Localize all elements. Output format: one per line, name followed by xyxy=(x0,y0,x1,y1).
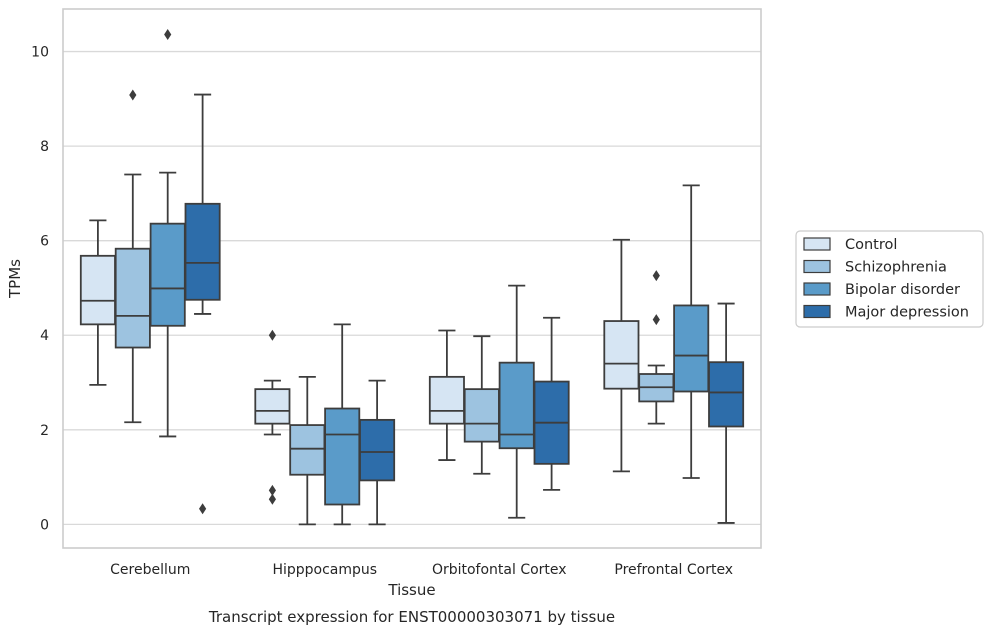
legend-label: Schizophrenia xyxy=(845,260,947,276)
box-group xyxy=(603,238,640,473)
box-group xyxy=(638,270,675,425)
legend: Control Schizophrenia Bipolar disorder Majo… xyxy=(795,230,984,328)
box-group xyxy=(673,184,710,479)
legend-swatch xyxy=(803,237,831,251)
x-tick-label: Orbitofontal Cortex xyxy=(432,562,567,578)
chart-title: Transcript expression for ENST0000030307… xyxy=(208,608,615,626)
box xyxy=(708,361,745,428)
outlier-point xyxy=(129,89,137,101)
y-axis-label: TPMs xyxy=(6,259,24,299)
box-group xyxy=(359,379,396,526)
box xyxy=(114,247,151,349)
outlier-point xyxy=(164,29,172,41)
y-tick-label: 4 xyxy=(40,328,49,344)
y-tick-label: 8 xyxy=(40,139,49,155)
box-group xyxy=(289,375,326,526)
legend-label: Major depression xyxy=(845,305,969,321)
box-group xyxy=(708,302,745,524)
legend-label: Control xyxy=(845,237,897,253)
legend-swatch xyxy=(803,282,831,296)
y-tick-label: 6 xyxy=(40,234,49,250)
outlier-point xyxy=(652,270,660,282)
y-tick-label: 10 xyxy=(31,45,49,61)
box xyxy=(79,254,116,326)
box xyxy=(428,375,465,425)
legend-swatch xyxy=(803,304,831,319)
box xyxy=(324,407,361,506)
y-tick-label: 2 xyxy=(40,423,49,439)
outlier-point xyxy=(268,484,276,496)
box xyxy=(359,418,396,482)
box xyxy=(149,222,186,327)
box-group xyxy=(324,323,361,526)
y-tick-label: 0 xyxy=(40,517,49,533)
outlier-point xyxy=(268,329,276,341)
box-group xyxy=(149,29,186,438)
box xyxy=(463,388,500,443)
outlier-point xyxy=(199,503,207,515)
plot-frame xyxy=(62,8,762,549)
x-tick-label: Prefrontal Cortex xyxy=(614,562,733,578)
plot-area xyxy=(79,29,745,526)
y-axis-ticks: 0 2 4 6 8 10 xyxy=(31,45,49,534)
box xyxy=(254,388,291,425)
box xyxy=(673,304,710,393)
x-axis-ticks: Cerebellum Hipppocampus Orbitofontal Corte… xyxy=(110,562,733,578)
outlier-point xyxy=(268,493,276,505)
x-tick-label: Cerebellum xyxy=(110,562,190,578)
box-group xyxy=(428,329,465,461)
box-group xyxy=(533,316,570,491)
x-tick-label: Hipppocampus xyxy=(272,562,377,578)
box-group xyxy=(498,284,535,519)
box-group xyxy=(79,219,116,386)
box-group xyxy=(463,335,500,475)
outlier-point xyxy=(652,314,660,326)
box-group xyxy=(184,93,221,515)
box xyxy=(184,202,221,301)
box xyxy=(603,320,640,390)
legend-frame xyxy=(795,230,984,328)
box-group xyxy=(114,89,151,424)
x-axis-label: Tissue xyxy=(387,581,435,599)
box xyxy=(289,424,326,476)
legend-label: Bipolar disorder xyxy=(845,282,960,298)
box-group xyxy=(254,329,291,505)
legend-swatch xyxy=(803,259,831,274)
